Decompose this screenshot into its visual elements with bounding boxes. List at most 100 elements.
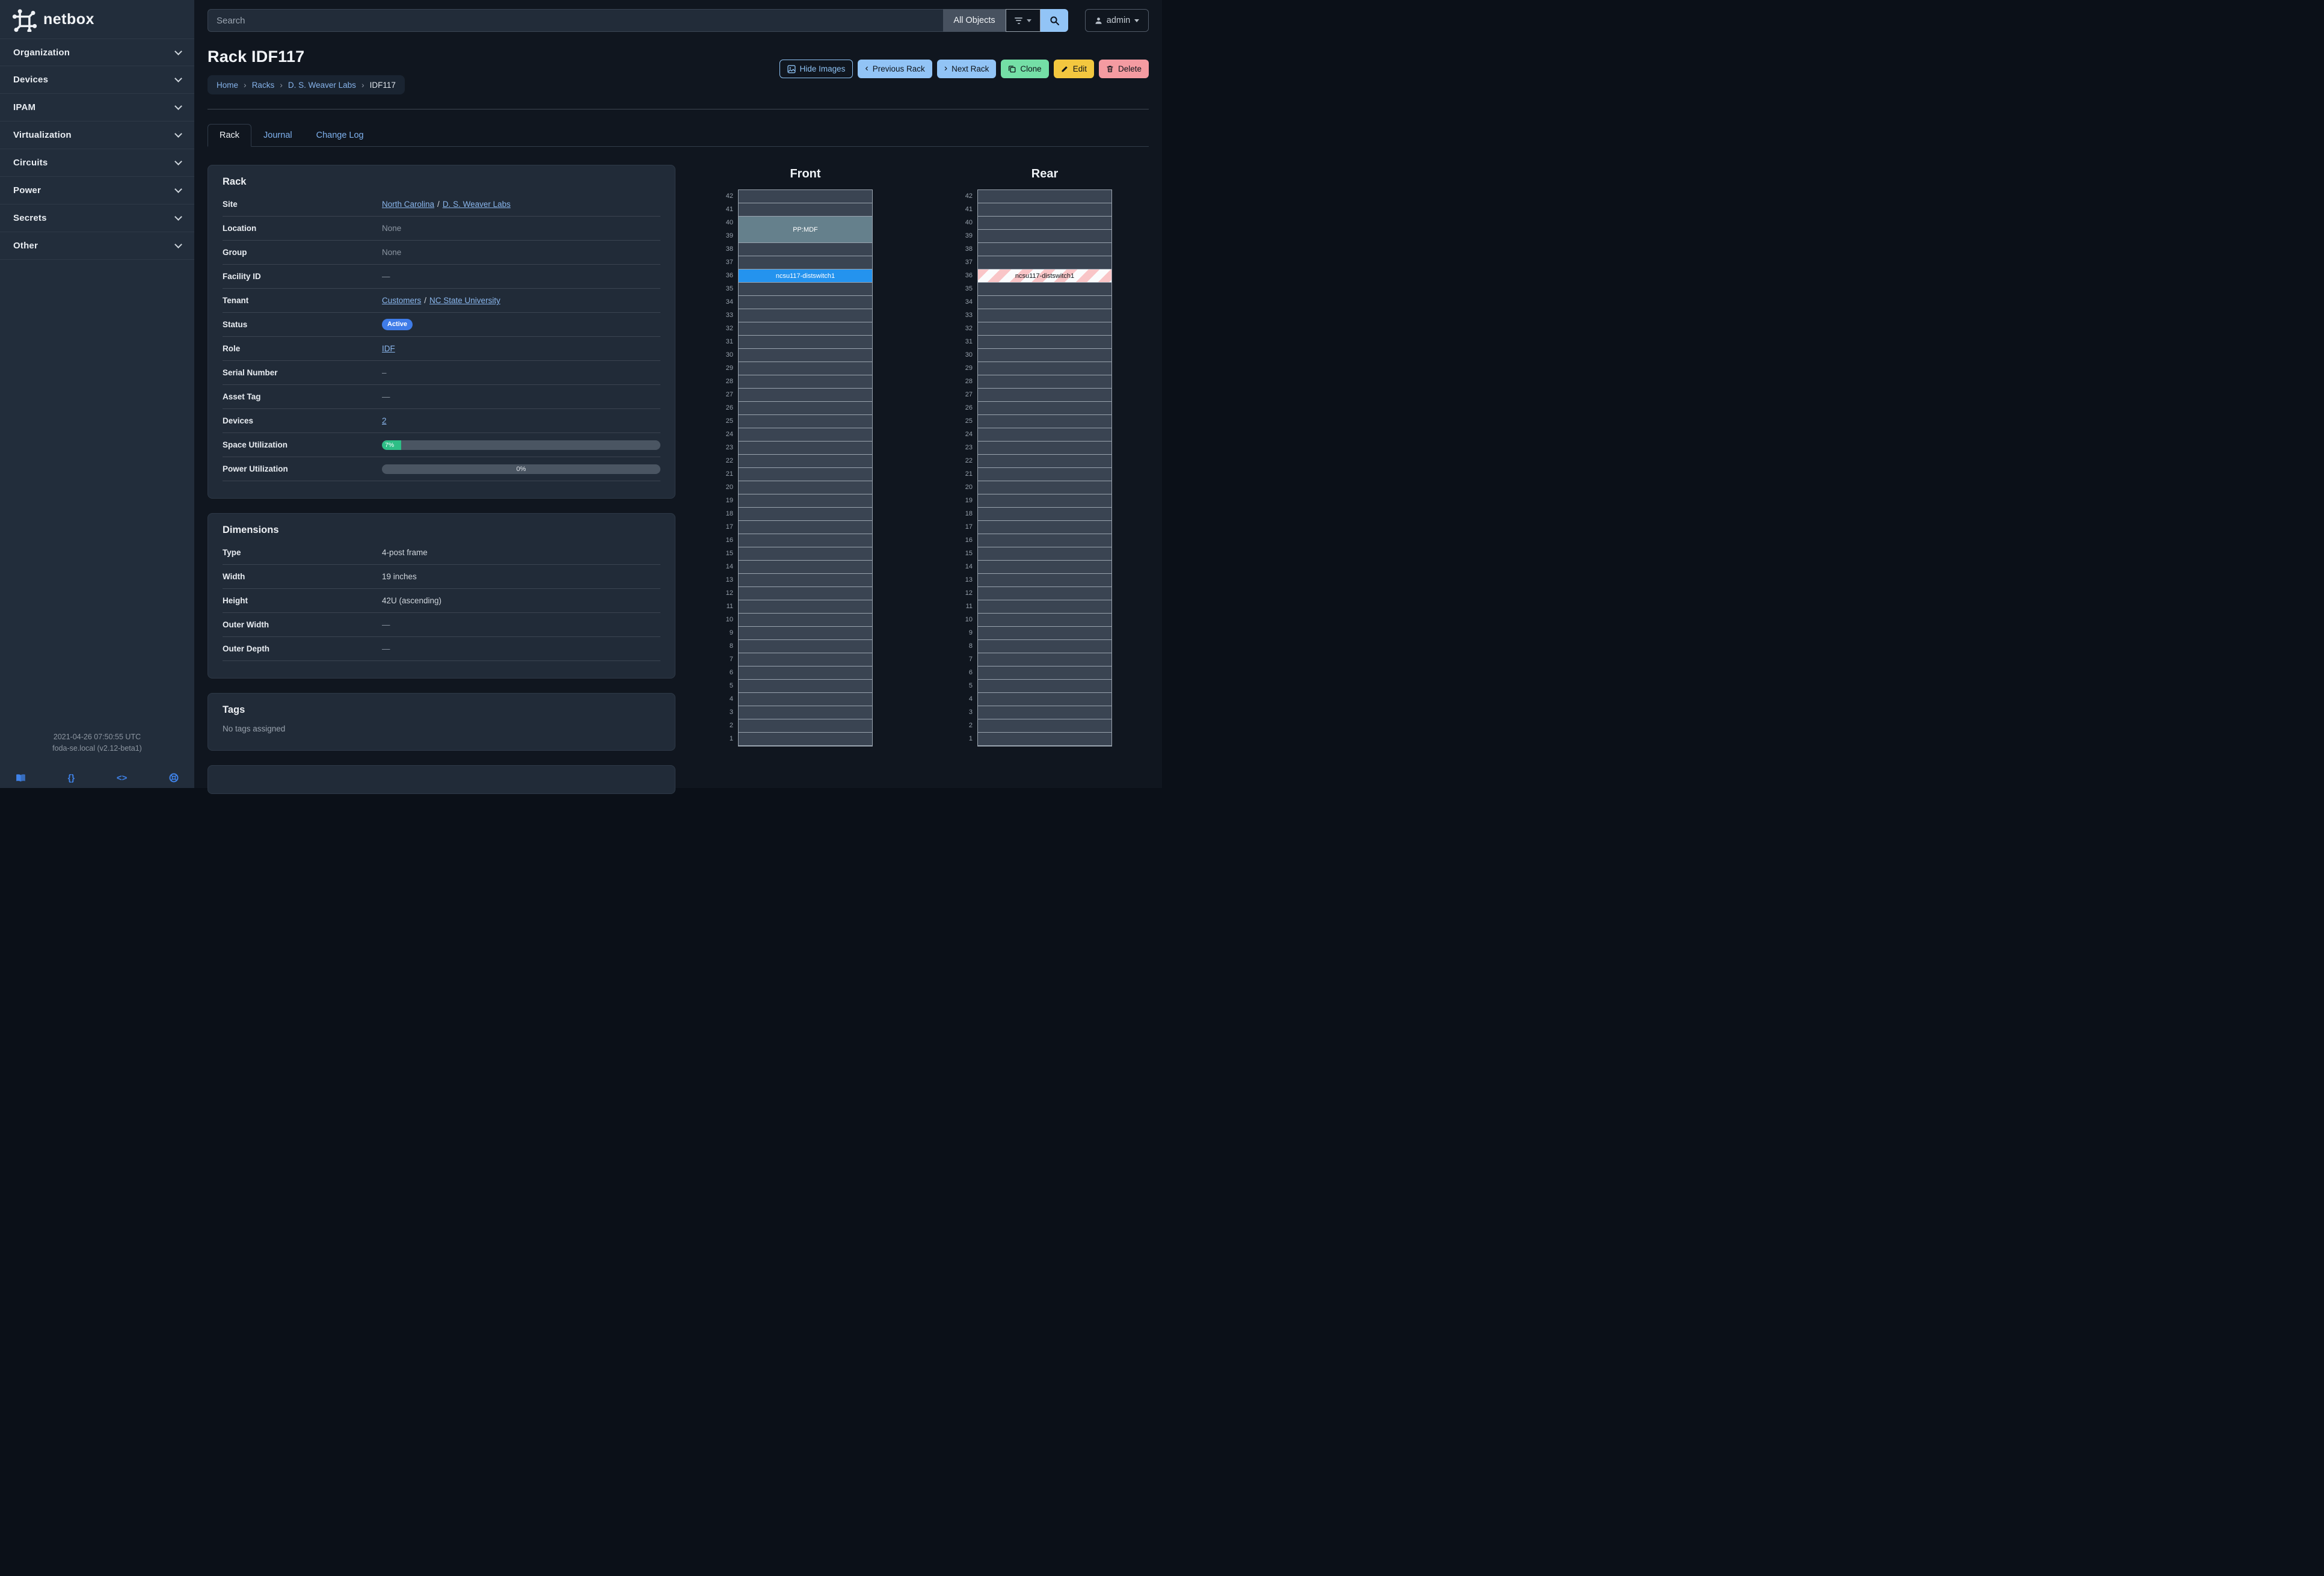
rack-unit-slot[interactable] xyxy=(739,428,872,442)
rack-unit-slot[interactable] xyxy=(739,574,872,587)
rack-unit-slot[interactable] xyxy=(978,706,1111,719)
rack-unit-slot[interactable] xyxy=(739,402,872,415)
rack-unit-slot[interactable] xyxy=(739,190,872,203)
rack-unit-slot[interactable] xyxy=(978,362,1111,375)
rack-unit-slot[interactable] xyxy=(978,309,1111,322)
role-link[interactable]: IDF xyxy=(382,344,395,353)
rack-device[interactable]: PP:MDF xyxy=(739,217,872,243)
rack-unit-slot[interactable] xyxy=(739,547,872,561)
rack-unit-slot[interactable] xyxy=(739,243,872,256)
site-link[interactable]: D. S. Weaver Labs xyxy=(442,200,511,209)
rack-unit-slot[interactable] xyxy=(739,719,872,733)
rack-unit-slot[interactable] xyxy=(978,296,1111,309)
search-submit-button[interactable] xyxy=(1041,9,1068,32)
rack-unit-slot[interactable] xyxy=(978,640,1111,653)
rack-unit-slot[interactable] xyxy=(739,309,872,322)
delete-button[interactable]: Delete xyxy=(1098,60,1149,78)
rack-unit-slot[interactable] xyxy=(739,203,872,217)
rack-unit-slot[interactable] xyxy=(739,627,872,640)
rack-unit-slot[interactable] xyxy=(978,547,1111,561)
rack-unit-slot[interactable] xyxy=(978,494,1111,508)
rack-unit-slot[interactable] xyxy=(978,508,1111,521)
rack-unit-slot[interactable] xyxy=(978,375,1111,389)
rack-unit-slot[interactable] xyxy=(978,190,1111,203)
tab-rack[interactable]: Rack xyxy=(208,124,252,147)
breadcrumb-item[interactable]: D. S. Weaver Labs xyxy=(287,80,356,90)
rack-unit-slot[interactable] xyxy=(978,627,1111,640)
rack-device[interactable]: ncsu117-distswitch1 xyxy=(739,269,872,283)
tenant-link[interactable]: NC State University xyxy=(429,296,500,305)
tab-journal[interactable]: Journal xyxy=(263,131,292,140)
rack-unit-slot[interactable] xyxy=(739,468,872,481)
rack-unit-slot[interactable] xyxy=(739,653,872,666)
clone-button[interactable]: Clone xyxy=(1001,60,1049,78)
rack-unit-slot[interactable] xyxy=(978,217,1111,230)
sidebar-item-organization[interactable]: Organization xyxy=(0,38,194,66)
tab-change-log[interactable]: Change Log xyxy=(316,131,364,140)
rack-unit-slot[interactable] xyxy=(978,534,1111,547)
sidebar-item-devices[interactable]: Devices xyxy=(0,66,194,94)
rack-unit-slot[interactable] xyxy=(978,349,1111,362)
rack-unit-slot[interactable] xyxy=(978,561,1111,574)
rack-unit-slot[interactable] xyxy=(978,600,1111,614)
rack-device[interactable]: ncsu117-distswitch1 xyxy=(978,269,1111,283)
app-logo[interactable]: netbox xyxy=(0,0,194,38)
rack-unit-slot[interactable] xyxy=(739,706,872,719)
rack-unit-slot[interactable] xyxy=(978,614,1111,627)
rack-unit-slot[interactable] xyxy=(978,243,1111,256)
rack-unit-slot[interactable] xyxy=(978,283,1111,296)
rack-unit-slot[interactable] xyxy=(978,203,1111,217)
rack-unit-slot[interactable] xyxy=(739,375,872,389)
rack-unit-slot[interactable] xyxy=(739,640,872,653)
rack-unit-slot[interactable] xyxy=(978,256,1111,269)
sidebar-item-ipam[interactable]: IPAM xyxy=(0,94,194,122)
rack-unit-slot[interactable] xyxy=(739,693,872,706)
sidebar-item-power[interactable]: Power xyxy=(0,177,194,205)
rack-unit-slot[interactable] xyxy=(978,415,1111,428)
edit-button[interactable]: Edit xyxy=(1053,60,1094,78)
devices-count-link[interactable]: 2 xyxy=(382,416,387,425)
rack-unit-slot[interactable] xyxy=(978,402,1111,415)
rack-unit-slot[interactable] xyxy=(978,574,1111,587)
rack-unit-slot[interactable] xyxy=(978,455,1111,468)
hide-images-button[interactable]: Hide Images xyxy=(779,60,853,78)
rack-unit-slot[interactable] xyxy=(739,666,872,680)
rack-unit-slot[interactable] xyxy=(978,389,1111,402)
rack-unit-slot[interactable] xyxy=(739,336,872,349)
rack-unit-slot[interactable] xyxy=(739,389,872,402)
rack-unit-slot[interactable] xyxy=(978,666,1111,680)
rack-unit-slot[interactable] xyxy=(739,415,872,428)
rack-unit-slot[interactable] xyxy=(978,733,1111,746)
rack-unit-slot[interactable] xyxy=(739,296,872,309)
sidebar-item-virtualization[interactable]: Virtualization xyxy=(0,122,194,149)
rack-unit-slot[interactable] xyxy=(739,322,872,336)
rack-unit-slot[interactable] xyxy=(739,508,872,521)
next-rack-button[interactable]: › Next Rack xyxy=(936,60,997,78)
rack-unit-slot[interactable] xyxy=(978,428,1111,442)
user-menu-button[interactable]: admin xyxy=(1085,9,1149,32)
sidebar-item-other[interactable]: Other xyxy=(0,232,194,260)
sidebar-item-circuits[interactable]: Circuits xyxy=(0,149,194,177)
rack-unit-slot[interactable] xyxy=(739,587,872,600)
rack-unit-slot[interactable] xyxy=(978,336,1111,349)
rack-unit-slot[interactable] xyxy=(739,256,872,269)
breadcrumb-item[interactable]: Racks xyxy=(251,80,275,90)
code-brackets-icon[interactable]: <> xyxy=(116,772,128,783)
rack-unit-slot[interactable] xyxy=(978,521,1111,534)
rack-unit-slot[interactable] xyxy=(739,455,872,468)
docs-book-icon[interactable] xyxy=(16,772,26,783)
tenant-group-link[interactable]: Customers xyxy=(382,296,422,305)
rack-unit-slot[interactable] xyxy=(739,614,872,627)
rack-unit-slot[interactable] xyxy=(978,653,1111,666)
previous-rack-button[interactable]: ‹ Previous Rack xyxy=(858,60,932,78)
rack-unit-slot[interactable] xyxy=(739,600,872,614)
rack-unit-slot[interactable] xyxy=(739,362,872,375)
rack-unit-slot[interactable] xyxy=(739,561,872,574)
breadcrumb-item[interactable]: Home xyxy=(217,80,239,90)
rack-unit-slot[interactable] xyxy=(978,587,1111,600)
rack-unit-slot[interactable] xyxy=(978,719,1111,733)
rack-unit-slot[interactable] xyxy=(978,230,1111,243)
rack-unit-slot[interactable] xyxy=(978,442,1111,455)
rack-unit-slot[interactable] xyxy=(739,521,872,534)
rack-unit-slot[interactable] xyxy=(739,534,872,547)
